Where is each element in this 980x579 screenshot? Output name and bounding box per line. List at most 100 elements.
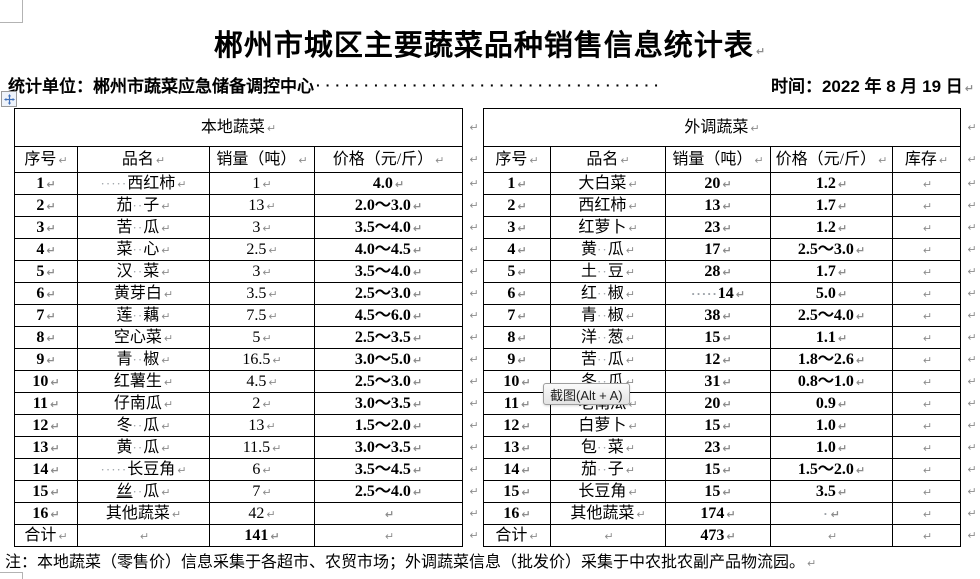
cell-qty: 4.5 ↵ xyxy=(209,370,315,393)
pilcrow-mark: ↵ xyxy=(171,507,182,521)
cell-name: 洋··葱 ↵ xyxy=(550,326,666,349)
table-row: 11 ↵ 仔南瓜 ↵ 2 ↵ 3.0～3.5 ↵ xyxy=(14,392,464,415)
pilcrow-mark: ↵ xyxy=(469,242,479,256)
pilcrow-mark: ↵ xyxy=(469,528,479,542)
table-row: 5 ↵ 汉··菜 ↵ 3 ↵ 3.5～4.0 ↵ xyxy=(14,260,464,283)
pilcrow-mark: ↵ xyxy=(922,353,933,367)
pilcrow-mark: ↵ xyxy=(967,374,977,388)
pilcrow-mark: ↵ xyxy=(967,462,977,476)
space-dots: ·· xyxy=(597,263,608,279)
cell-name: 大白菜 ↵ xyxy=(550,172,666,195)
row-end-mark-cell: ↵ xyxy=(463,392,483,414)
cell-price: ↵ xyxy=(770,524,893,547)
pilcrow-mark: ↵ xyxy=(161,353,171,367)
pilcrow-mark: ↵ xyxy=(469,418,479,432)
pilcrow-mark: ↵ xyxy=(412,353,423,367)
pilcrow-mark: ↵ xyxy=(722,309,732,323)
cell-name: 包··菜 ↵ xyxy=(550,436,666,459)
pilcrow-mark: ↵ xyxy=(722,177,732,191)
row-end-mark-cell: ↵ xyxy=(463,370,483,392)
pilcrow-mark: ↵ xyxy=(50,507,60,521)
space-dots: ·· xyxy=(132,263,144,279)
space-dots: ·· xyxy=(132,241,144,257)
pilcrow-mark: ↵ xyxy=(967,484,977,498)
pilcrow-mark: ↵ xyxy=(722,331,732,345)
cell-stock: ↵ xyxy=(891,458,962,481)
row-end-mark-cell: ↵ xyxy=(963,146,979,172)
pilcrow-mark: ↵ xyxy=(726,507,736,521)
pilcrow-mark: ↵ xyxy=(628,419,638,433)
cell-no: 1 ↵ xyxy=(483,172,551,195)
table-row: 8 ↵ 空心菜 ↵ 5 ↵ 2.5～3.5 ↵ xyxy=(14,326,464,349)
pilcrow-mark: ↵ xyxy=(46,331,56,345)
pilcrow-mark: ↵ xyxy=(855,309,866,323)
cell-qty: 15 ↵ xyxy=(665,414,771,437)
pilcrow-mark: ↵ xyxy=(161,265,171,279)
cell-stock: ↵ xyxy=(891,238,962,261)
column-header-row: 序号 ↵ 品名 ↵ 销量（吨） ↵ 价格（元/斤） ↵ xyxy=(14,146,464,173)
cell-price: 2.5～3.5 ↵ xyxy=(313,326,464,349)
pilcrow-mark: ↵ xyxy=(855,243,866,257)
cell-price: 1.1 ↵ xyxy=(770,326,893,349)
cell-price: 2.5～4.0 ↵ xyxy=(770,304,893,327)
column-header: 品名 ↵ xyxy=(550,146,666,173)
pilcrow-mark: ↵ xyxy=(837,265,848,279)
row-end-mark-cell: ↵ xyxy=(463,146,483,172)
pilcrow-mark: ↵ xyxy=(435,153,445,167)
pilcrow-mark: ↵ xyxy=(837,441,848,455)
pilcrow-mark: ↵ xyxy=(922,507,933,521)
table-row: 9 ↵ 苦··瓜 ↵ 12 ↵ 1.8～2.6 ↵ ↵ xyxy=(483,348,962,371)
pilcrow-mark: ↵ xyxy=(604,529,614,543)
pilcrow-mark: ↵ xyxy=(469,396,479,410)
pilcrow-mark: ↵ xyxy=(177,463,187,477)
space-dots: ·· xyxy=(132,351,144,367)
table-row: 5 ↵ 土··豆 ↵ 28 ↵ 1.7 ↵ ↵ xyxy=(483,260,962,283)
table-row: 14 ↵ ·····长豆角 ↵ 6 ↵ 3.5～4.5 ↵ xyxy=(14,458,464,481)
page-corner-fragment-bottom xyxy=(0,572,23,579)
table-move-handle-icon[interactable] xyxy=(1,91,17,107)
table-row: 1 ↵ 大白菜 ↵ 20 ↵ 1.2 ↵ ↵ xyxy=(483,172,962,195)
row-end-mark-cell: ↵ xyxy=(463,348,483,370)
pilcrow-mark: ↵ xyxy=(161,221,171,235)
row-end-mark-cell: ↵ xyxy=(463,304,483,326)
row-end-mark-cell: ↵ xyxy=(463,458,483,480)
table-row: 4 ↵ 黄··瓜 ↵ 17 ↵ 2.5～3.0 ↵ ↵ xyxy=(483,238,962,261)
table-row: 13 ↵ 包··菜 ↵ 23 ↵ 1.0 ↵ ↵ xyxy=(483,436,962,459)
pilcrow-mark: ↵ xyxy=(412,221,423,235)
pilcrow-mark: ↵ xyxy=(722,243,732,257)
cell-name: 莲··藕 ↵ xyxy=(77,304,210,327)
cell-name: ·····西红柿 ↵ xyxy=(77,172,210,195)
pilcrow-mark: ↵ xyxy=(625,375,635,389)
cell-stock: ↵ xyxy=(891,260,962,283)
cell-stock: ↵ xyxy=(891,436,962,459)
pilcrow-mark: ↵ xyxy=(837,397,848,411)
pilcrow-mark: ↵ xyxy=(161,441,171,455)
cell-stock: ↵ xyxy=(891,524,962,547)
cell-no: 12 ↵ xyxy=(14,414,78,437)
table-row: 15 ↵ 长豆角 ↵ 15 ↵ 3.5 ↵ ↵ xyxy=(483,480,962,503)
cell-price: 0.8～1.0 ↵ xyxy=(770,370,893,393)
pilcrow-mark: ↵ xyxy=(161,243,171,257)
table-row: 16 ↵ 其他蔬菜 ↵ 174 ↵ · ↵ ↵ xyxy=(483,502,962,525)
pilcrow-mark: ↵ xyxy=(922,529,933,543)
cell-price: 4.5～6.0 ↵ xyxy=(313,304,464,327)
cell-name: 菜··心 ↵ xyxy=(77,238,210,261)
pilcrow-mark: ↵ xyxy=(922,309,933,323)
pilcrow-mark: ↵ xyxy=(967,396,977,410)
pilcrow-mark: ↵ xyxy=(967,352,977,366)
cell-price: 4.0 ↵ xyxy=(313,172,464,195)
pilcrow-mark: ↵ xyxy=(625,353,635,367)
pilcrow-mark: ↵ xyxy=(268,375,278,389)
pilcrow-mark: ↵ xyxy=(517,331,527,345)
pilcrow-mark: ↵ xyxy=(384,529,395,543)
group-header: 外调蔬菜 ↵ xyxy=(482,108,962,147)
pilcrow-mark: ↵ xyxy=(855,463,866,477)
pilcrow-mark: ↵ xyxy=(268,309,278,323)
pilcrow-mark: ↵ xyxy=(46,353,56,367)
column-header: 库存 ↵ xyxy=(891,146,962,173)
cell-name: 长豆角 ↵ xyxy=(550,480,666,503)
pilcrow-mark: ↵ xyxy=(625,265,635,279)
pilcrow-mark: ↵ xyxy=(722,441,732,455)
pilcrow-mark: ↵ xyxy=(412,265,423,279)
table-row: 3 ↵ 苦··瓜 ↵ 3 ↵ 3.5～4.0 ↵ xyxy=(14,216,464,239)
